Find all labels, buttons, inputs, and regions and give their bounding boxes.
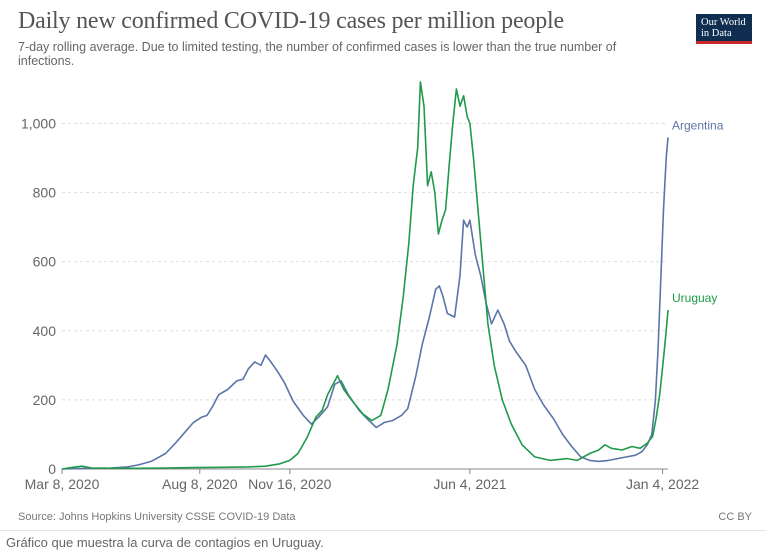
y-tick-label: 1,000 (21, 115, 56, 131)
y-tick-label: 0 (48, 461, 56, 477)
owid-logo[interactable]: Our World in Data (696, 14, 752, 44)
label-layer: Argentina Uruguay (672, 118, 724, 305)
image-caption: Gráfico que muestra la curva de contagio… (6, 535, 324, 550)
logo-line-1: Our World (701, 17, 746, 28)
x-tick-label: Aug 8, 2020 (162, 476, 238, 492)
x-tick-label: Jan 4, 2022 (626, 476, 699, 492)
license-link[interactable]: CC BY (718, 511, 752, 523)
y-tick-label: 600 (33, 254, 57, 270)
y-tick-label: 400 (33, 323, 57, 339)
y-tick-label: 200 (33, 392, 57, 408)
x-tick-label: Jun 4, 2021 (433, 476, 506, 492)
x-tick-label: Nov 16, 2020 (248, 476, 331, 492)
x-tick-label: Mar 8, 2020 (25, 476, 100, 492)
chart-title: Daily new confirmed COVID-19 cases per m… (18, 8, 564, 34)
logo-line-2: in Data (701, 28, 732, 39)
y-tick-label: 800 (33, 185, 57, 201)
source-note[interactable]: Source: Johns Hopkins University CSSE CO… (18, 511, 296, 523)
footer-divider (0, 530, 766, 531)
grid-layer (62, 122, 668, 401)
chart-subtitle: 7-day rolling average. Due to limited te… (18, 40, 617, 68)
series-label-uruguay: Uruguay (672, 291, 717, 305)
series-layer (61, 81, 669, 470)
line-chart: 0 200 400 600 800 1,000 Mar 8, 2020 Aug 8, 2020… (21, 81, 724, 492)
series-label-argentina: Argentina (672, 118, 724, 132)
series-line-uruguay (61, 81, 669, 470)
axis-layer: 0 200 400 600 800 1,000 Mar 8, 2020 Aug 8, 2020… (21, 115, 699, 492)
series-line-argentina (61, 137, 669, 470)
